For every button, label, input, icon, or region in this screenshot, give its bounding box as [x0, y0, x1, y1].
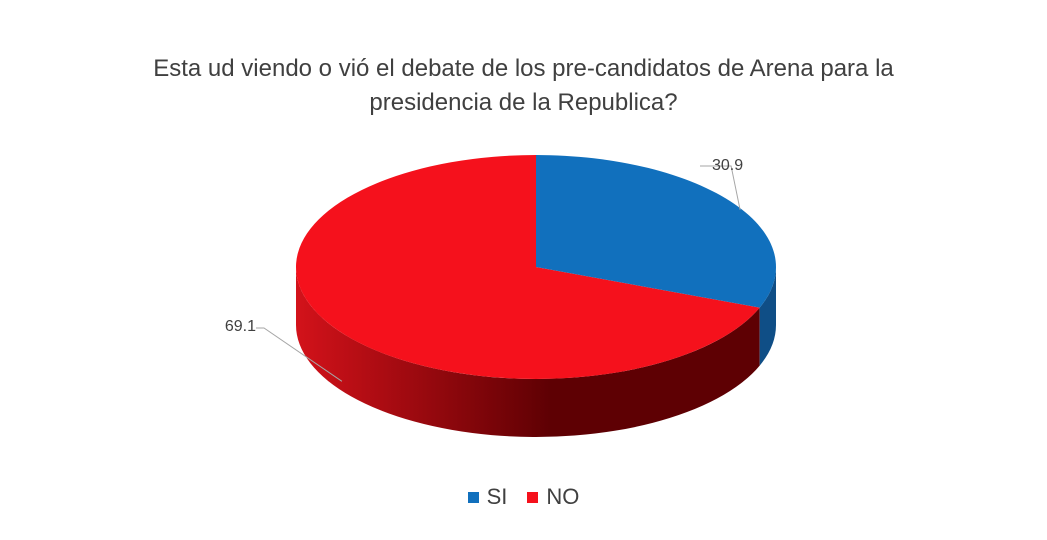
pie-slice-si[interactable] — [536, 155, 776, 308]
chart-title-line-1: Esta ud viendo o vió el debate de los pr… — [153, 55, 894, 82]
data-label-si: 30.9 — [712, 157, 743, 174]
legend-swatch-no — [527, 491, 539, 503]
legend-item-si[interactable]: SI — [467, 484, 508, 510]
data-label-no: 69.1 — [225, 318, 256, 335]
chart-title-line-2: presidencia de la Republica? — [369, 89, 678, 116]
pie-side-si — [759, 267, 776, 366]
legend-label-si: SI — [486, 484, 508, 509]
leader-line-no — [256, 327, 343, 382]
leader-line-si — [700, 165, 741, 210]
pie-slice-no[interactable] — [295, 155, 760, 379]
legend-swatch-si — [467, 491, 479, 503]
chart-legend: SI NO — [0, 484, 1047, 510]
legend-item-no[interactable]: NO — [527, 484, 579, 510]
pie-side-no — [296, 267, 760, 437]
chart-title: Esta ud viendo o vió el debate de los pr… — [0, 52, 1047, 120]
legend-label-no: NO — [546, 484, 580, 509]
